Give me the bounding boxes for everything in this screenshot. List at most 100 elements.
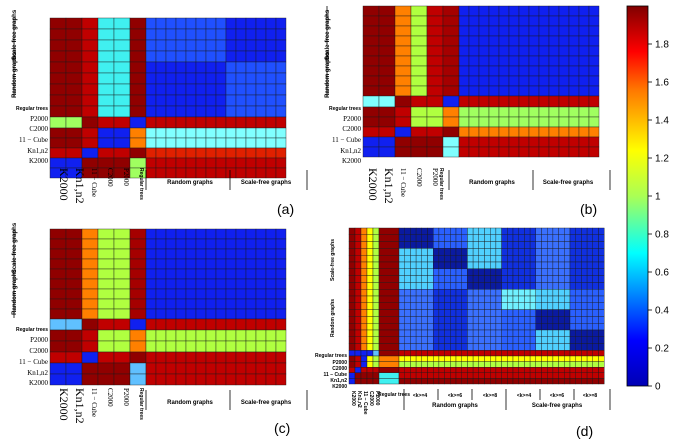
- heatmap-cell: [472, 275, 480, 283]
- heatmap-cell: [535, 234, 542, 242]
- heatmap-cell: [495, 282, 502, 290]
- heatmap-cell: [410, 55, 428, 67]
- heatmap-cell: [524, 329, 531, 338]
- colorbar-tick-label: 0.4: [655, 306, 669, 317]
- heatmap-cell: [484, 350, 491, 357]
- heatmap-cell: [442, 15, 460, 27]
- heatmap-cell: [458, 126, 470, 138]
- heatmap-cell: [569, 227, 576, 236]
- heatmap-cell: [265, 116, 277, 129]
- heatmap-cell: [490, 323, 497, 331]
- left-item-label: 11 − Cube: [332, 136, 361, 144]
- heatmap-cell: [541, 302, 548, 310]
- heatmap-cell: [461, 336, 468, 344]
- heatmap-cell: [427, 268, 434, 276]
- heatmap-cell: [588, 116, 600, 128]
- heatmap-cell: [541, 372, 548, 379]
- heatmap-cell: [225, 39, 237, 52]
- heatmap-cell: [175, 298, 187, 310]
- heatmap-cell: [552, 323, 559, 331]
- heatmap-cell: [541, 343, 548, 351]
- heatmap-cell: [468, 55, 480, 67]
- heatmap-cell: [501, 343, 508, 351]
- heatmap-cell: [472, 261, 480, 270]
- heatmap-cell: [575, 302, 582, 310]
- heatmap-cell: [458, 75, 470, 87]
- heatmap-cell: [564, 275, 571, 283]
- heatmap-cell: [442, 5, 460, 17]
- heatmap-cell: [421, 282, 428, 290]
- heatmap-cell: [488, 45, 500, 57]
- heatmap-cell: [275, 340, 287, 353]
- heatmap-cell: [529, 309, 536, 317]
- heatmap-cell: [528, 55, 540, 67]
- heatmap-cell: [558, 241, 565, 249]
- heatmap-cell: [581, 361, 588, 368]
- heatmap-cell: [472, 378, 480, 385]
- heatmap-cell: [205, 248, 217, 260]
- heatmap-cell: [205, 157, 217, 169]
- heatmap-cell: [535, 355, 542, 362]
- heatmap-cell: [588, 5, 600, 17]
- heatmap-cell: [512, 316, 519, 324]
- heatmap-cell: [501, 282, 508, 290]
- heatmap-cell: [518, 35, 530, 47]
- heatmap-cell: [394, 45, 412, 57]
- heatmap-cell: [495, 355, 502, 362]
- heatmap-cell: [478, 355, 485, 362]
- heatmap-cell: [65, 116, 83, 129]
- heatmap-cell: [255, 308, 267, 320]
- heatmap-cell: [372, 248, 380, 256]
- heatmap-cell: [490, 295, 497, 304]
- heatmap-cell: [578, 5, 590, 17]
- heatmap-cell: [427, 343, 434, 351]
- bottom-item-label: Regular trees: [438, 168, 444, 200]
- heatmap-cell: [524, 367, 531, 374]
- heatmap-cell: [348, 367, 356, 374]
- heatmap-cell: [235, 105, 247, 118]
- heatmap-cell: [415, 241, 423, 249]
- heatmap-cell: [578, 85, 590, 97]
- heatmap-cell: [461, 241, 468, 249]
- heatmap-cell: [205, 373, 217, 386]
- panel-label: (a): [277, 201, 294, 217]
- heatmap-cell: [275, 329, 287, 342]
- heatmap-cell: [421, 323, 428, 331]
- heatmap-cell: [598, 378, 605, 385]
- heatmap-cell: [586, 234, 593, 242]
- heatmap-cell: [113, 137, 131, 149]
- heatmap-cell: [235, 373, 247, 386]
- heatmap-cell: [484, 268, 491, 276]
- heatmap-cell: [362, 65, 380, 77]
- heatmap-panel-a: Scale-free graphs Random graphs Regular …: [12, 9, 308, 217]
- colorbar-tick-label: 1.6: [655, 78, 669, 89]
- heatmap-cell: [398, 248, 405, 256]
- heatmap-cell: [490, 241, 497, 249]
- heatmap-cell: [586, 302, 593, 310]
- heatmap-cell: [547, 343, 554, 351]
- heatmap-cell: [225, 308, 237, 320]
- heatmap-cell: [484, 329, 491, 338]
- heatmap-cell: [541, 323, 548, 331]
- heatmap-cell: [578, 126, 590, 138]
- heatmap-cell: [552, 268, 559, 276]
- heatmap-cell: [378, 136, 396, 148]
- heatmap-cell: [458, 116, 470, 128]
- left-group-label: Scale-free graphs: [325, 9, 331, 60]
- heatmap-cell: [129, 278, 147, 290]
- colorbar-tick-label: 0.6: [655, 268, 669, 279]
- heatmap-cell: [275, 28, 287, 41]
- heatmap-cell: [245, 308, 257, 320]
- heatmap-cell: [558, 146, 570, 158]
- heatmap-cell: [145, 248, 157, 260]
- heatmap-cell: [433, 367, 440, 374]
- heatmap-cell: [145, 329, 157, 342]
- heatmap-cell: [129, 157, 147, 169]
- heatmap-cell: [255, 157, 267, 169]
- heatmap-cell: [548, 55, 560, 67]
- heatmap-cell: [495, 295, 502, 304]
- heatmap-cell: [518, 227, 525, 236]
- heatmap-cell: [461, 248, 468, 256]
- heatmap-cell: [366, 289, 374, 297]
